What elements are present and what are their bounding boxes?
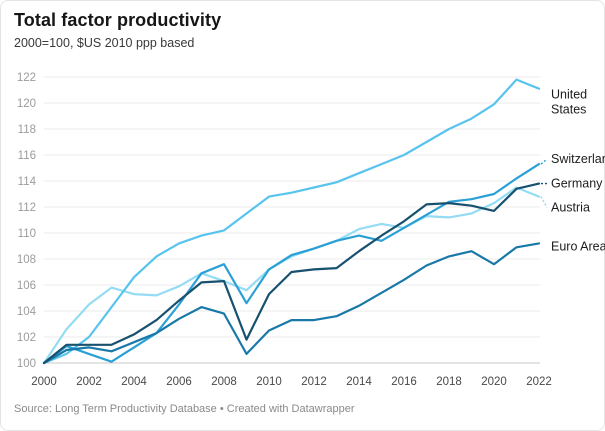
x-tick-label: 2010 [256,376,282,388]
chart-canvas: 100 102 104 106 108 110 112 114 116 118 120 122 2000… [17,72,605,388]
x-tick-label: 2018 [436,376,462,388]
x-tick-label: 2020 [481,376,507,388]
y-tick-label: 106 [17,280,36,292]
y-tick-label: 112 [18,202,36,214]
x-tick-label: 2004 [121,376,147,388]
y-tick-label: 122 [17,72,36,84]
x-tick-label: 2006 [166,376,192,388]
y-tick-label: 108 [17,254,36,266]
series-label-germany[interactable]: Germany [551,177,603,191]
series-label-austria[interactable]: Austria [551,201,590,215]
x-tick-label: 2000 [31,376,57,388]
x-tick-label: 2016 [391,376,417,388]
x-tick-label: 2002 [76,376,102,388]
y-tick-label: 116 [18,150,36,162]
x-tick-label: 2014 [346,376,372,388]
series-line-germany[interactable] [42,182,541,365]
series-line-switzerland[interactable] [42,163,541,365]
y-tick-label: 118 [18,124,36,136]
x-tick-label: 2012 [301,376,327,388]
y-tick-label: 100 [17,358,36,370]
source-note: Source: Long Term Productivity Database … [14,403,355,415]
label-leader-switzerland [540,158,548,165]
y-tick-label: 114 [18,176,37,188]
series-line-euro-area[interactable] [42,242,541,365]
y-tick-label: 104 [17,306,37,318]
label-leader-austria [540,196,548,208]
x-tick-label: 2022 [526,376,552,388]
y-tick-label: 102 [17,332,36,344]
chart-title: Total factor productivity [14,10,222,30]
y-tick-label: 120 [17,98,36,110]
y-tick-label: 110 [18,228,36,240]
chart-subtitle: 2000=100, $US 2010 ppp based [14,36,195,50]
series-label-united-states[interactable]: States [551,103,586,117]
x-tick-label: 2008 [211,376,237,388]
series-label-united-states[interactable]: United [551,88,587,102]
series-label-switzerland[interactable]: Switzerland [551,152,605,166]
series-line-united-states[interactable] [42,78,541,365]
series-label-euro-area[interactable]: Euro Area [551,239,605,253]
